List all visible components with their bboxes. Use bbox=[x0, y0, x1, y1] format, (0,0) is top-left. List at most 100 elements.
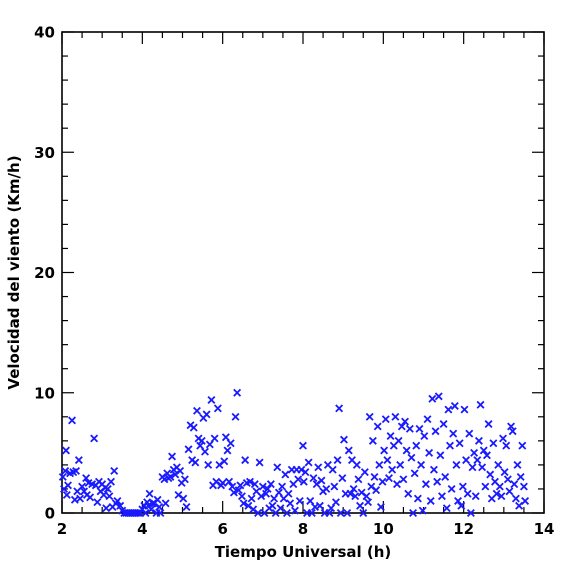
scatter-point bbox=[90, 434, 99, 443]
scatter-point bbox=[226, 439, 235, 448]
scatter-point bbox=[62, 446, 70, 455]
scatter-point bbox=[438, 492, 446, 501]
scatter-point bbox=[86, 493, 95, 502]
scatter-point bbox=[103, 484, 112, 493]
scatter-point bbox=[74, 456, 83, 465]
scatter-point bbox=[462, 456, 471, 465]
scatter-point bbox=[192, 406, 201, 415]
scatter-point bbox=[258, 482, 267, 491]
scatter-point bbox=[412, 441, 421, 450]
scatter-point bbox=[107, 477, 115, 486]
scatter-point bbox=[503, 475, 512, 484]
scatter-point bbox=[247, 494, 256, 503]
scatter-point bbox=[380, 446, 389, 455]
scatter-point bbox=[207, 395, 216, 404]
scatter-point bbox=[402, 446, 411, 455]
scatter-point bbox=[210, 434, 219, 443]
scatter-point bbox=[420, 432, 429, 441]
scatter-point bbox=[231, 412, 240, 421]
scatter-point bbox=[452, 460, 461, 469]
scatter-point bbox=[155, 503, 164, 511]
scatter-point bbox=[494, 460, 503, 469]
scatter-point bbox=[335, 404, 344, 413]
scatter-point bbox=[309, 474, 318, 483]
scatter-point bbox=[384, 474, 393, 483]
scatter-point bbox=[295, 497, 304, 505]
scatter-point bbox=[299, 441, 307, 450]
scatter-point bbox=[449, 429, 458, 438]
scatter-point bbox=[136, 509, 145, 517]
scatter-point bbox=[161, 499, 170, 508]
scatter-point bbox=[446, 441, 454, 450]
x-tick-label: 2 bbox=[57, 520, 67, 538]
scatter-point bbox=[478, 463, 487, 472]
scatter-point bbox=[519, 482, 528, 491]
scatter-point bbox=[327, 504, 336, 513]
scatter-point bbox=[381, 415, 390, 424]
scatter-point bbox=[189, 423, 198, 432]
axis-ticks bbox=[61, 31, 545, 514]
scatter-point bbox=[404, 489, 413, 498]
scatter-point bbox=[322, 484, 331, 493]
scatter-point bbox=[428, 394, 437, 403]
scatter-point bbox=[166, 472, 175, 481]
scatter-point bbox=[241, 456, 250, 465]
scatter-point bbox=[72, 466, 81, 475]
scatter-point bbox=[460, 405, 469, 414]
scatter-point bbox=[473, 456, 482, 465]
scatter-point bbox=[284, 489, 293, 498]
scatter-point bbox=[141, 509, 150, 517]
scatter-point bbox=[486, 470, 495, 479]
scatter-point bbox=[168, 452, 177, 461]
scatter-point bbox=[105, 492, 114, 501]
scatter-point bbox=[393, 480, 401, 489]
scatter-point bbox=[301, 468, 310, 477]
scatter-point bbox=[362, 492, 371, 501]
scatter-point bbox=[471, 492, 480, 501]
scatter-point bbox=[413, 494, 422, 503]
scatter-point bbox=[468, 463, 477, 472]
scatter-point bbox=[368, 436, 377, 445]
scatter-point bbox=[388, 465, 397, 474]
scatter-point bbox=[281, 470, 290, 479]
scatter-point bbox=[500, 468, 509, 477]
scatter-point bbox=[202, 410, 211, 419]
scatter-point bbox=[418, 506, 427, 515]
scatter-point bbox=[484, 420, 493, 428]
y-tick-label: 30 bbox=[34, 144, 55, 162]
scatter-point bbox=[410, 469, 419, 478]
scatter-point bbox=[510, 480, 519, 489]
scatter-point bbox=[425, 448, 434, 457]
scatter-point bbox=[294, 475, 303, 484]
scatter-point bbox=[116, 501, 125, 510]
x-tick-label: 4 bbox=[137, 520, 147, 538]
scatter-point bbox=[290, 506, 299, 515]
scatter-point bbox=[372, 486, 381, 495]
scatter-point bbox=[197, 436, 206, 445]
scatter-point bbox=[221, 433, 230, 442]
scatter-point bbox=[492, 489, 501, 498]
scatter-point bbox=[405, 424, 414, 433]
scatter-point bbox=[62, 490, 71, 499]
scatter-point bbox=[270, 494, 279, 503]
scatter-point bbox=[223, 446, 232, 455]
scatter-point bbox=[397, 422, 406, 431]
scatter-point bbox=[58, 472, 67, 481]
scatter-point bbox=[346, 489, 355, 498]
scatter-point bbox=[497, 492, 506, 501]
scatter-point bbox=[508, 427, 517, 436]
scatter-point bbox=[515, 501, 524, 510]
scatter-point bbox=[426, 497, 435, 505]
scatter-point bbox=[330, 482, 339, 491]
scatter-point bbox=[434, 392, 443, 401]
scatter-point bbox=[257, 492, 266, 501]
scatter-point bbox=[429, 465, 438, 474]
scatter-point bbox=[423, 415, 432, 424]
scatter-point bbox=[255, 458, 264, 467]
scatter-point bbox=[436, 451, 445, 460]
scatter-point bbox=[286, 499, 295, 508]
scatter-point bbox=[476, 400, 485, 409]
scatter-point bbox=[76, 494, 85, 503]
scatter-point bbox=[417, 460, 426, 469]
